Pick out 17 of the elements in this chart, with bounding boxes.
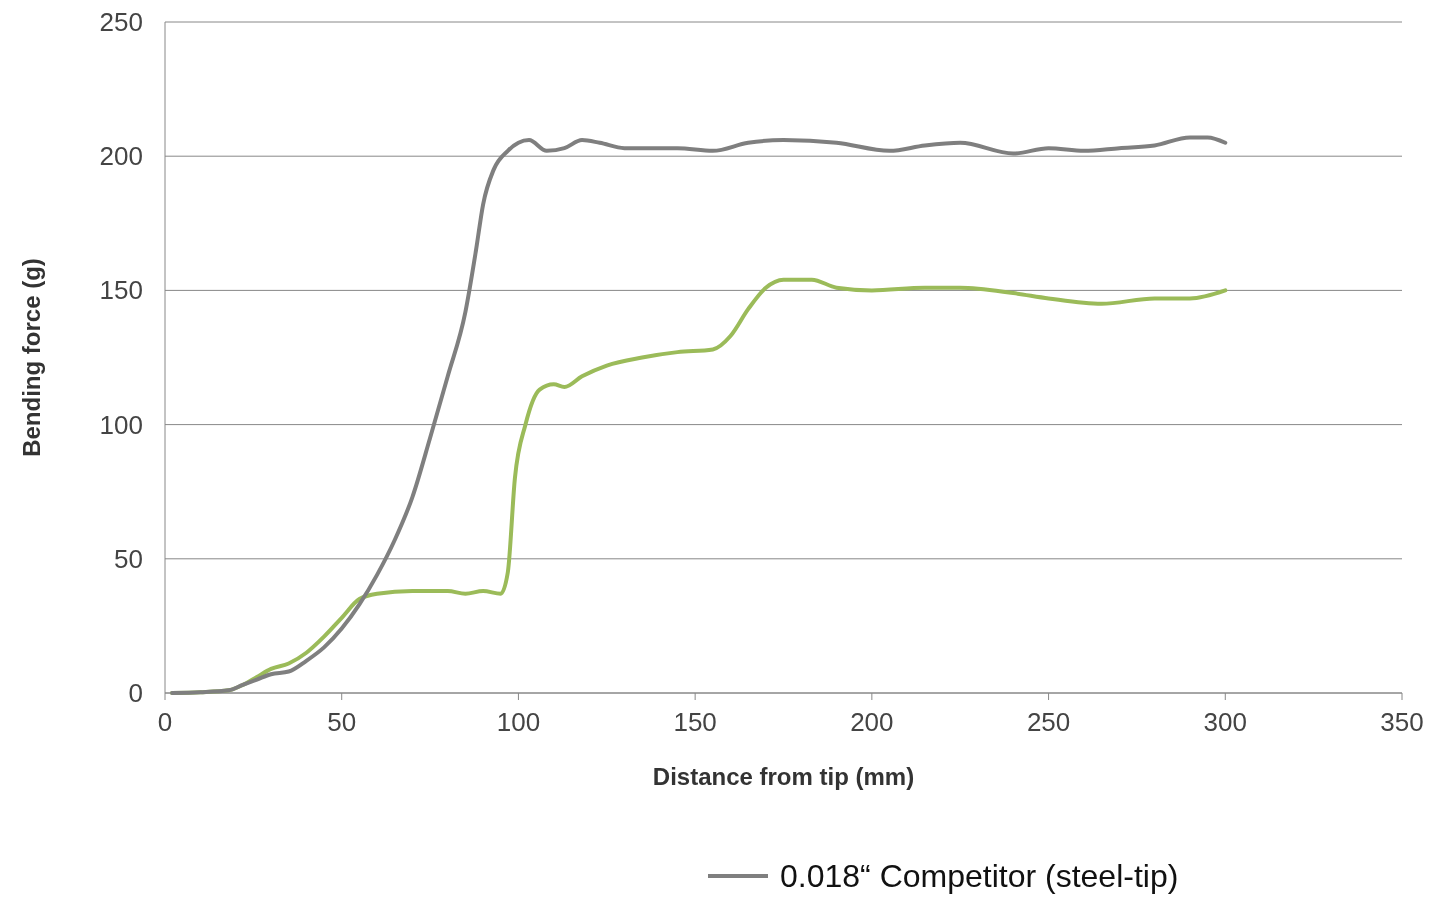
legend-label: 0.018“ Competitor (steel-tip) — [780, 858, 1179, 894]
y-tick-label: 100 — [99, 409, 143, 440]
x-tick-label: 100 — [496, 707, 541, 737]
x-tick-label: 0 — [157, 707, 173, 737]
y-axis-title: Bending force (g) — [18, 258, 45, 457]
x-tick-label: 250 — [1026, 707, 1071, 737]
y-tick-label: 150 — [99, 275, 143, 306]
y-tick-label: 0 — [128, 678, 143, 708]
x-axis-title: Distance from tip (mm) — [652, 763, 915, 790]
x-tick-label: 50 — [327, 707, 357, 737]
y-tick-label: 200 — [99, 141, 143, 172]
x-tick-label: 300 — [1203, 707, 1247, 737]
x-tick-label: 200 — [850, 707, 894, 737]
x-tick-label: 350 — [1380, 707, 1424, 737]
y-tick-label: 50 — [114, 543, 143, 574]
x-tick-label: 150 — [673, 707, 717, 737]
y-tick-label: 250 — [99, 7, 143, 37]
